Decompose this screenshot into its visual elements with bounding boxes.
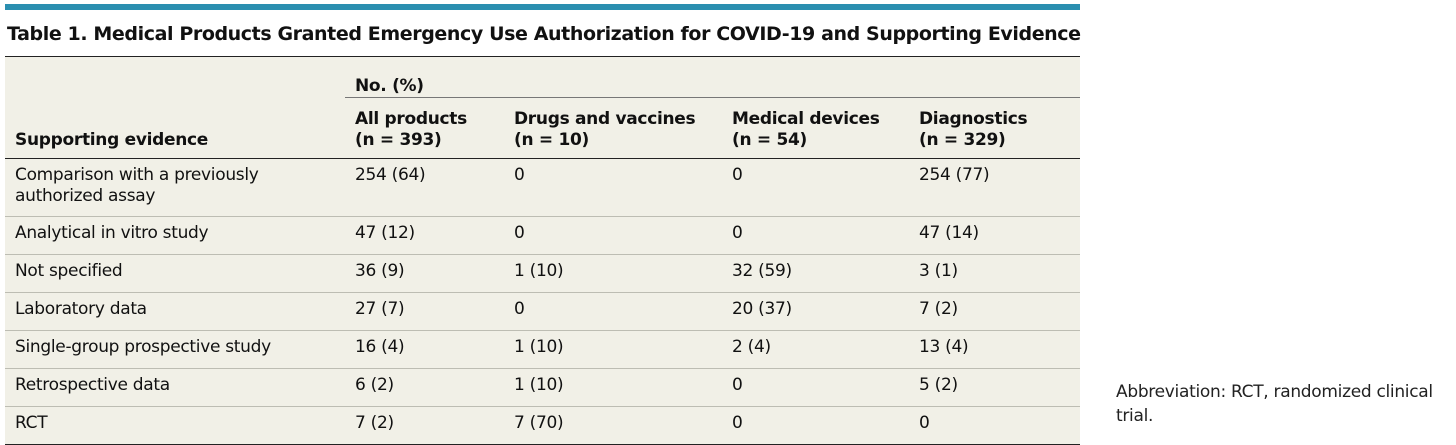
cell-medical-devices: 32 (59) [722,254,909,293]
cell-medical-devices: 0 [722,158,909,217]
column-header-label: Medical devices [732,109,880,129]
cell-diagnostics: 3 (1) [909,254,1081,293]
cell-medical-devices: 0 [722,216,909,255]
cell-all-products: 27 (7) [345,292,504,331]
cell-drugs-vaccines: 1 (10) [504,330,722,369]
cell-all-products: 6 (2) [345,368,504,407]
cell-diagnostics: 13 (4) [909,330,1081,369]
evidence-table: Supporting evidence No. (%) All products… [5,57,1081,445]
cell-all-products: 254 (64) [345,158,504,217]
cell-evidence: Not specified [5,254,345,293]
column-header-n: (n = 329) [919,130,1006,150]
cell-diagnostics: 0 [909,406,1081,445]
cell-medical-devices: 2 (4) [722,330,909,369]
cell-all-products: 36 (9) [345,254,504,293]
cell-drugs-vaccines: 0 [504,216,722,255]
cell-diagnostics: 47 (14) [909,216,1081,255]
column-header-label: All products [355,109,467,129]
table-row: Analytical in vitro study 47 (12) 0 0 47… [5,216,1081,255]
cell-all-products: 16 (4) [345,330,504,369]
cell-medical-devices: 0 [722,406,909,445]
cell-drugs-vaccines: 1 (10) [504,368,722,407]
table-footnote: Abbreviation: RCT, randomized clinical t… [1116,382,1433,426]
column-header-drugs-vaccines: Drugs and vaccines (n = 10) [504,97,722,159]
cell-evidence: Retrospective data [5,368,345,407]
cell-diagnostics: 7 (2) [909,292,1081,331]
column-header-medical-devices: Medical devices (n = 54) [722,97,909,159]
cell-drugs-vaccines: 0 [504,158,722,217]
column-header-n: (n = 393) [355,130,442,150]
cell-drugs-vaccines: 7 (70) [504,406,722,445]
table-title: Table 1. Medical Products Granted Emerge… [5,10,1081,57]
cell-all-products: 7 (2) [345,406,504,445]
cell-diagnostics: 5 (2) [909,368,1081,407]
cell-diagnostics: 254 (77) [909,158,1081,217]
column-header-label: Diagnostics [919,109,1028,129]
table-row: Single-group prospective study 16 (4) 1 … [5,330,1081,369]
column-header-supporting-evidence: Supporting evidence [5,57,345,159]
cell-evidence: Analytical in vitro study [5,216,345,255]
cell-all-products: 47 (12) [345,216,504,255]
group-header-count: No. (%) [345,57,1081,98]
table-row: Laboratory data 27 (7) 0 20 (37) 7 (2) [5,292,1081,331]
table-row: Comparison with a previously authorized … [5,158,1081,217]
cell-evidence: Comparison with a previously authorized … [5,158,345,217]
column-header-all-products: All products (n = 393) [345,97,504,159]
column-header-label: Drugs and vaccines [514,109,696,129]
cell-evidence: RCT [5,406,345,445]
cell-drugs-vaccines: 0 [504,292,722,331]
accent-rule [5,4,1080,10]
column-header-n: (n = 10) [514,130,589,150]
column-header-n: (n = 54) [732,130,807,150]
table-row: Retrospective data 6 (2) 1 (10) 0 5 (2) [5,368,1081,407]
cell-medical-devices: 0 [722,368,909,407]
column-header-diagnostics: Diagnostics (n = 329) [909,97,1081,159]
evidence-table-block: Table 1. Medical Products Granted Emerge… [5,4,1081,445]
table-row: Not specified 36 (9) 1 (10) 32 (59) 3 (1… [5,254,1081,293]
table-row: RCT 7 (2) 7 (70) 0 0 [5,406,1081,445]
cell-drugs-vaccines: 1 (10) [504,254,722,293]
cell-evidence: Single-group prospective study [5,330,345,369]
cell-medical-devices: 20 (37) [722,292,909,331]
cell-evidence: Laboratory data [5,292,345,331]
